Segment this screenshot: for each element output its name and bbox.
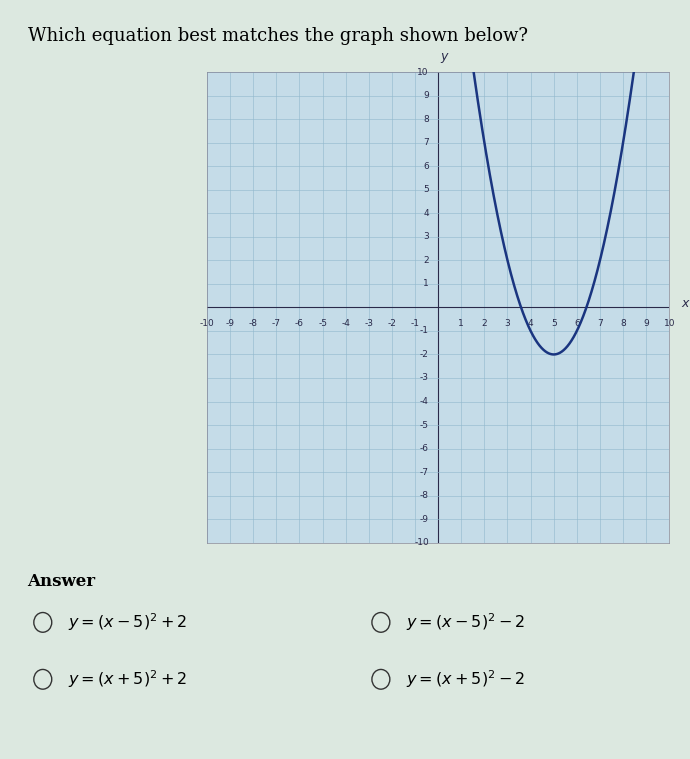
Text: 7: 7 bbox=[423, 138, 429, 147]
Text: 5: 5 bbox=[423, 185, 429, 194]
Text: 3: 3 bbox=[423, 232, 429, 241]
Text: 3: 3 bbox=[504, 319, 511, 328]
Text: -3: -3 bbox=[364, 319, 373, 328]
Text: $y = (x + 5)^2 - 2$: $y = (x + 5)^2 - 2$ bbox=[406, 669, 525, 690]
Text: 1: 1 bbox=[458, 319, 464, 328]
Text: -7: -7 bbox=[272, 319, 281, 328]
Text: 7: 7 bbox=[597, 319, 603, 328]
Text: -10: -10 bbox=[199, 319, 215, 328]
Text: -1: -1 bbox=[420, 326, 429, 335]
Text: -3: -3 bbox=[420, 373, 429, 383]
Text: 10: 10 bbox=[664, 319, 675, 328]
Text: 4: 4 bbox=[423, 209, 429, 218]
Text: 1: 1 bbox=[423, 279, 429, 288]
Text: -2: -2 bbox=[388, 319, 396, 328]
Text: -5: -5 bbox=[420, 420, 429, 430]
Text: 2: 2 bbox=[482, 319, 487, 328]
Text: -10: -10 bbox=[414, 538, 429, 547]
Text: -4: -4 bbox=[420, 397, 429, 406]
Text: -8: -8 bbox=[420, 491, 429, 500]
Text: 6: 6 bbox=[423, 162, 429, 171]
Text: -6: -6 bbox=[420, 444, 429, 453]
Text: -5: -5 bbox=[318, 319, 327, 328]
Text: Which equation best matches the graph shown below?: Which equation best matches the graph sh… bbox=[28, 27, 528, 45]
Text: -9: -9 bbox=[226, 319, 235, 328]
Text: -4: -4 bbox=[342, 319, 350, 328]
Text: -1: -1 bbox=[411, 319, 420, 328]
Text: 8: 8 bbox=[620, 319, 626, 328]
Text: 6: 6 bbox=[574, 319, 580, 328]
Text: -7: -7 bbox=[420, 468, 429, 477]
Text: -9: -9 bbox=[420, 515, 429, 524]
Text: Answer: Answer bbox=[28, 573, 96, 590]
Text: 9: 9 bbox=[643, 319, 649, 328]
Text: 2: 2 bbox=[423, 256, 429, 265]
Text: 8: 8 bbox=[423, 115, 429, 124]
Text: x: x bbox=[681, 298, 688, 310]
Text: -6: -6 bbox=[295, 319, 304, 328]
Text: 10: 10 bbox=[417, 68, 429, 77]
Text: 5: 5 bbox=[551, 319, 557, 328]
Text: 9: 9 bbox=[423, 91, 429, 100]
Text: -2: -2 bbox=[420, 350, 429, 359]
Text: -8: -8 bbox=[248, 319, 258, 328]
Text: 4: 4 bbox=[528, 319, 533, 328]
Text: $y = (x + 5)^2 + 2$: $y = (x + 5)^2 + 2$ bbox=[68, 669, 187, 690]
Text: $y = (x - 5)^2 - 2$: $y = (x - 5)^2 - 2$ bbox=[406, 612, 525, 633]
Text: y: y bbox=[440, 49, 448, 63]
Text: $y = (x - 5)^2 + 2$: $y = (x - 5)^2 + 2$ bbox=[68, 612, 187, 633]
